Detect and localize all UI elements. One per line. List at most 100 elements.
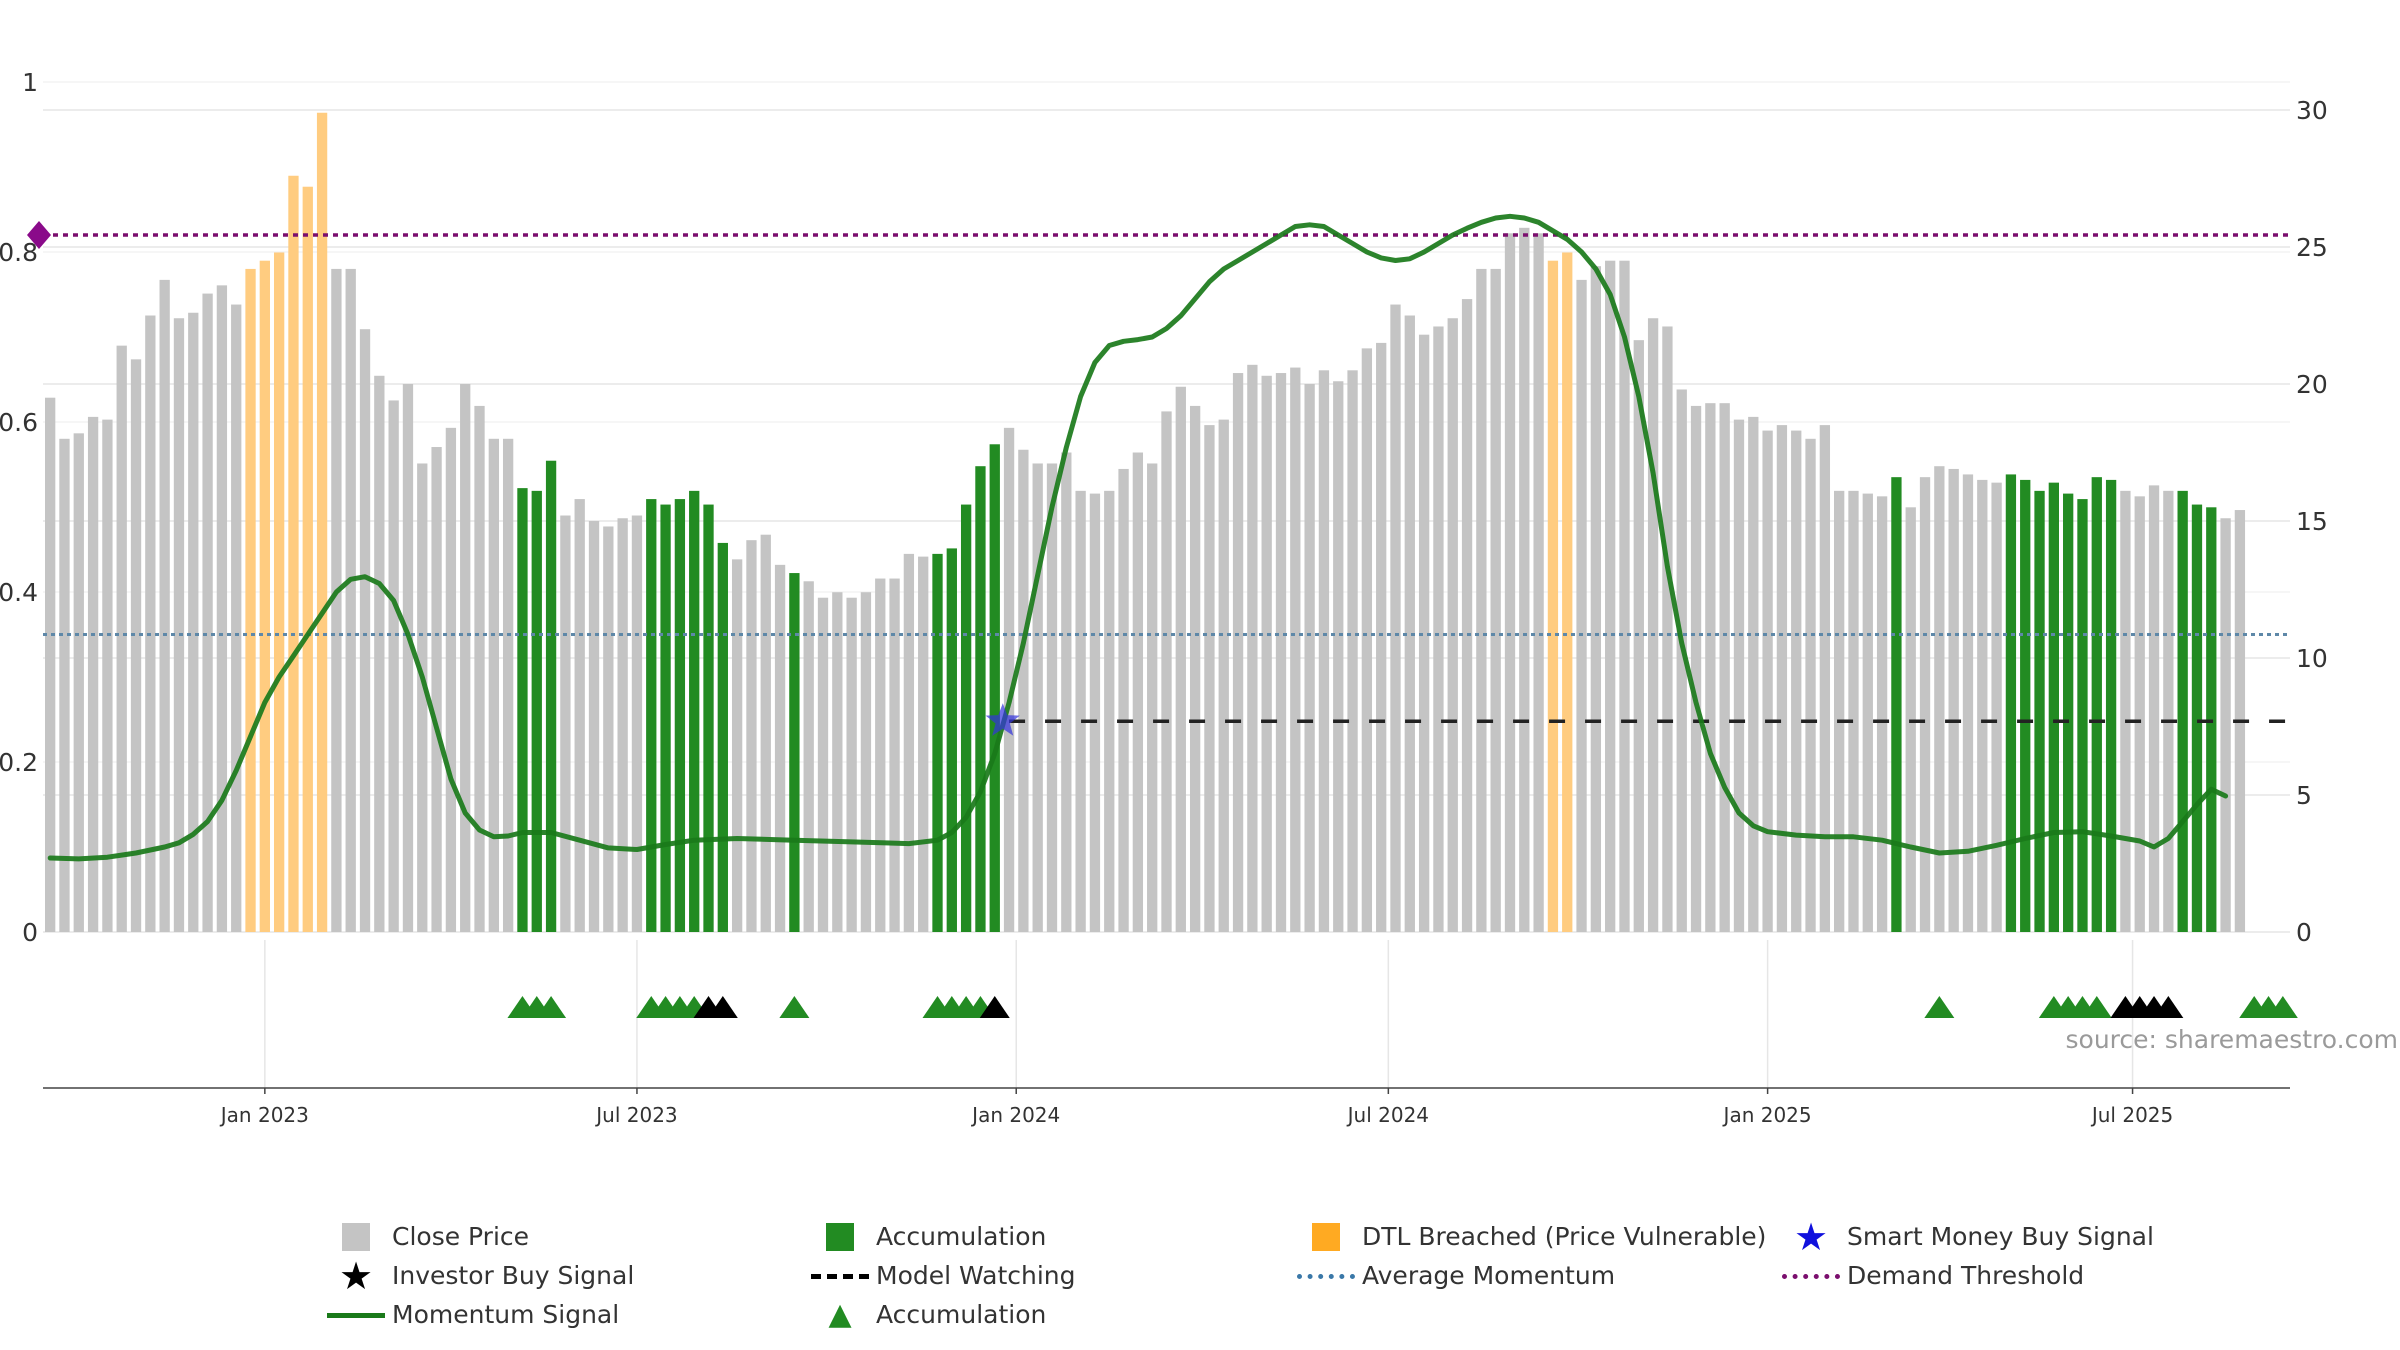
bar-close-price: [603, 526, 614, 932]
accumulation-marker: [536, 996, 567, 1018]
bar-close-price: [1619, 260, 1630, 932]
bar-close-price: [846, 597, 857, 932]
bar-close-price: [102, 419, 113, 932]
left-tick-label: 0.2: [0, 748, 38, 777]
bar-accumulation: [2105, 479, 2117, 932]
right-tick-label: 20: [2296, 370, 2328, 399]
momentum-signal-line: [47, 213, 2229, 862]
investor-buy-marker: [2153, 996, 2184, 1018]
bar-close-price: [116, 345, 127, 932]
bar-accumulation: [660, 504, 671, 932]
bar-close-price: [2120, 490, 2131, 932]
bar-close-price: [832, 592, 843, 932]
bar-close-price: [560, 515, 571, 932]
bar-accumulation: [717, 542, 728, 932]
bar-close-price: [488, 438, 499, 932]
x-tick-label: Jul 2023: [594, 1103, 677, 1127]
bar-close-price: [1218, 419, 1229, 932]
right-tick-label: 30: [2296, 96, 2328, 125]
bar-close-price: [231, 304, 242, 932]
bar-close-price: [1075, 490, 1086, 932]
bar-dtl-breached: [288, 175, 299, 932]
investor-buy-marker: [979, 996, 1010, 1018]
bar-close-price: [1977, 479, 1988, 932]
bar-accumulation: [2191, 504, 2203, 932]
bar-close-price: [1834, 490, 1845, 932]
left-tick-label: 0.4: [0, 578, 38, 607]
bar-close-price: [130, 359, 142, 933]
bar-accumulation: [2034, 490, 2045, 932]
bar-dtl-breached: [1547, 260, 1559, 932]
bar-close-price: [216, 285, 228, 932]
bar-close-price: [431, 447, 442, 932]
bar-close-price: [860, 592, 872, 932]
bar-close-price: [1519, 227, 1530, 932]
bar-close-price: [1418, 334, 1430, 932]
bar-close-price: [1805, 438, 1816, 932]
bar-close-price: [1848, 490, 1859, 932]
right-tick-label: 10: [2296, 644, 2328, 673]
bar-close-price: [359, 329, 371, 932]
bar-close-price: [746, 540, 757, 932]
bar-close-price: [731, 559, 743, 932]
left-tick-label: 1: [22, 68, 38, 97]
bar-close-price: [1633, 340, 1644, 932]
bar-accumulation: [2091, 477, 2102, 932]
bar-close-price: [2134, 496, 2145, 932]
bar-accumulation: [1891, 477, 1902, 932]
bar-close-price: [502, 438, 514, 932]
bar-close-price: [1662, 326, 1673, 933]
bar-close-price: [188, 312, 199, 932]
bar-close-price: [1962, 474, 1974, 932]
investor-buy-marker: [707, 996, 738, 1018]
bar-close-price: [1433, 326, 1444, 933]
bar-close-price: [774, 564, 786, 932]
bar-accumulation: [689, 490, 700, 932]
bar-close-price: [1261, 375, 1272, 932]
bar-dtl-breached: [316, 112, 328, 933]
bar-close-price: [1189, 405, 1201, 932]
bar-close-price: [1705, 403, 1716, 932]
bar-close-price: [1104, 490, 1115, 932]
bar-close-price: [1147, 463, 1158, 932]
bar-close-price: [1318, 370, 1330, 932]
bar-close-price: [760, 534, 771, 932]
bar-close-price: [2148, 485, 2160, 932]
bar-close-price: [1948, 468, 1959, 932]
bar-close-price: [1590, 266, 1602, 932]
x-tick-label: Jul 2025: [2090, 1103, 2173, 1127]
bar-close-price: [1003, 427, 1015, 932]
lines-layer: [27, 213, 2290, 862]
x-tick-label: Jan 2024: [970, 1103, 1060, 1127]
bar-close-price: [1447, 318, 1458, 932]
bar-close-price: [617, 518, 628, 932]
accumulation-marker: [2267, 996, 2298, 1018]
bar-close-price: [1175, 386, 1186, 932]
bar-close-price: [1876, 496, 1888, 932]
bar-close-price: [1719, 403, 1730, 932]
bar-close-price: [474, 405, 485, 932]
bar-accumulation: [932, 553, 943, 932]
bar-close-price: [918, 556, 929, 932]
bar-close-price: [2163, 490, 2174, 932]
bar-accumulation: [2005, 474, 2017, 932]
bar-close-price: [73, 433, 84, 932]
bar-close-price: [1132, 452, 1144, 932]
bar-close-price: [1647, 318, 1659, 932]
left-tick-label: 0: [22, 918, 38, 947]
bar-accumulation: [517, 488, 528, 932]
bar-close-price: [1762, 430, 1773, 932]
left-tick-label: 0.8: [0, 238, 38, 267]
bar-accumulation: [989, 444, 1000, 932]
bar-close-price: [1504, 233, 1516, 933]
bar-dtl-breached: [273, 252, 285, 933]
axes-layer: Jan 2023 Jul 2023 Jan 2024 Jul 2024 Jan 2025…: [0, 68, 2328, 1127]
bar-close-price: [889, 578, 900, 932]
bar-close-price: [1490, 268, 1501, 932]
bar-close-price: [1733, 419, 1745, 932]
bar-close-price: [1232, 373, 1244, 932]
bar-accumulation: [975, 466, 986, 932]
bar-dtl-breached: [259, 260, 270, 932]
bar-close-price: [1304, 384, 1315, 932]
